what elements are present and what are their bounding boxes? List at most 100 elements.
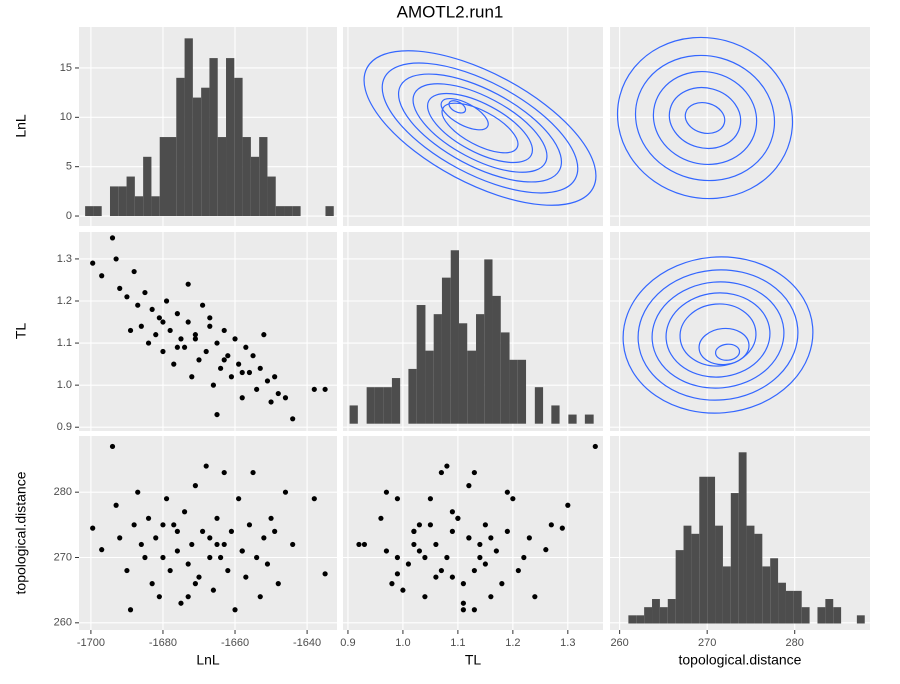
scatter-point: [543, 547, 549, 553]
scatter-point: [174, 311, 180, 317]
scatter-point: [394, 571, 401, 577]
y-tick-label: 15: [60, 62, 72, 74]
histogram-bar: [85, 206, 94, 217]
scatter-point: [438, 567, 444, 574]
density-contour: [651, 281, 785, 389]
scatter-point: [221, 541, 227, 548]
scatter-point: [264, 561, 271, 567]
scatter-point: [488, 594, 494, 600]
scatter-point: [225, 567, 231, 574]
scatter-point: [156, 594, 162, 600]
scatter-point: [254, 554, 260, 561]
histogram-bar: [267, 176, 276, 217]
histogram-bar: [109, 186, 119, 217]
histogram-bar: [134, 196, 144, 217]
x-tick-label: 270: [698, 637, 716, 649]
scatter-point: [272, 374, 278, 380]
scatter-point: [482, 522, 488, 528]
histogram-bar: [349, 405, 358, 424]
histogram-bar: [754, 533, 763, 624]
histogram-bar: [699, 476, 708, 624]
scatter-point: [203, 348, 209, 355]
density-contour: [634, 54, 776, 182]
histogram-bar: [366, 387, 375, 424]
scatter-point: [225, 353, 231, 359]
histogram-bar: [509, 359, 518, 424]
density-contour: [616, 36, 794, 200]
histogram-bar: [383, 387, 392, 424]
scatter-point: [189, 541, 195, 548]
panel-background: [343, 27, 603, 226]
scatter-point: [482, 561, 488, 567]
density-contour-group: [363, 50, 597, 206]
scatter-point: [565, 502, 571, 508]
x-tick-label: 280: [786, 637, 804, 649]
scatter-point: [394, 554, 401, 561]
scatter-point: [488, 535, 494, 541]
scatter-point: [521, 554, 527, 561]
scatter-point: [153, 535, 159, 541]
histogram-bar: [659, 607, 668, 624]
histogram-bar: [778, 582, 786, 624]
scatter-point: [471, 607, 477, 613]
scatter-point: [449, 528, 455, 534]
histogram-bar: [770, 558, 779, 624]
scatter-point: [207, 535, 213, 541]
scatter-point: [444, 463, 450, 469]
scatter-point: [471, 567, 477, 574]
scatter-point: [196, 574, 202, 580]
histogram-bar: [143, 156, 152, 217]
histogram-bar: [484, 259, 493, 424]
histogram-bar: [856, 615, 865, 624]
scatter-point: [185, 319, 191, 325]
y-axis-title: TL: [13, 323, 29, 340]
histogram-bar: [93, 206, 102, 217]
scatter-point: [214, 411, 220, 418]
histogram-bar: [292, 206, 301, 217]
scatter-point: [466, 535, 472, 541]
scatter-point: [460, 581, 466, 587]
density-contour: [622, 256, 814, 414]
scatter-point: [311, 496, 317, 502]
density-contour: [426, 92, 534, 164]
histogram-bar: [441, 277, 451, 424]
scatter-point: [592, 443, 598, 450]
scatter-point: [135, 302, 141, 308]
density-contour: [668, 86, 742, 150]
histogram-bar: [450, 250, 459, 424]
histogram-bar: [433, 314, 442, 424]
scatter-point: [185, 281, 191, 287]
density-contour: [637, 269, 799, 401]
scatter-point: [400, 587, 406, 593]
scatter-point: [181, 344, 188, 350]
histogram-bar: [226, 58, 235, 217]
histogram-bar: [201, 87, 210, 217]
x-axis-title: TL: [465, 652, 482, 668]
density-contour: [441, 102, 519, 154]
scatter-point: [145, 340, 152, 346]
scatter-point: [221, 357, 227, 363]
scatter-point: [174, 344, 180, 350]
scatter-point: [192, 332, 198, 338]
x-tick-label: -1700: [77, 637, 105, 649]
scatter-point: [433, 541, 439, 548]
histogram-bar: [746, 525, 755, 624]
x-tick-label: 1.0: [395, 637, 410, 649]
scatter-point: [160, 348, 166, 355]
scatter-point: [477, 541, 483, 548]
density-contour: [652, 70, 758, 166]
scatter-point: [218, 554, 224, 561]
scatter-point: [311, 386, 317, 392]
scatter-point: [207, 315, 213, 321]
x-axis-title: LnL: [196, 652, 220, 668]
histogram-bar: [568, 414, 577, 424]
density-contour: [448, 100, 467, 114]
scatter-point: [138, 541, 144, 548]
scatter-point: [174, 528, 180, 534]
scatter-point: [510, 496, 516, 502]
histogram-bar: [159, 137, 169, 217]
scatter-point: [504, 528, 510, 534]
scatter-point: [221, 327, 227, 334]
scatter-point: [192, 336, 198, 342]
y-tick-label: 0.9: [57, 421, 72, 433]
